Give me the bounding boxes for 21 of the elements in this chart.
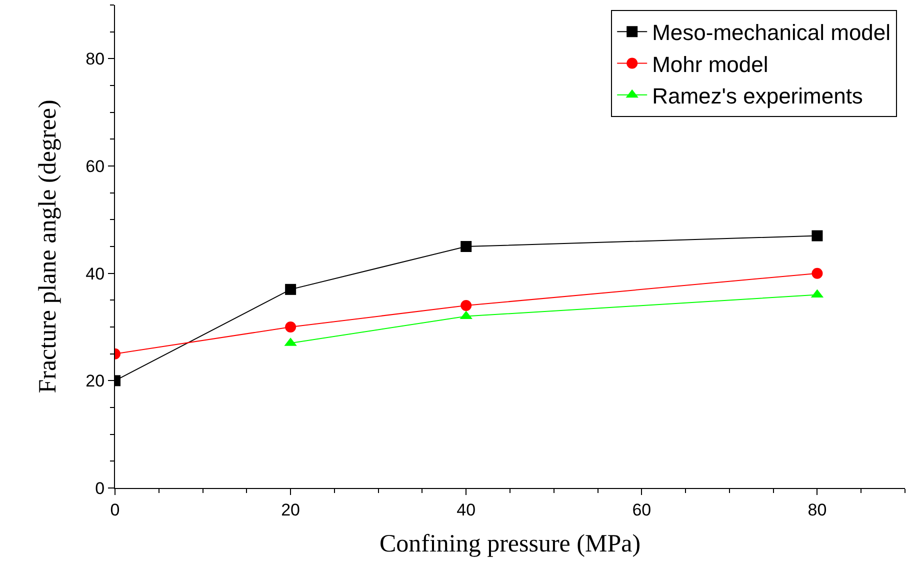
legend-label: Mohr model — [652, 52, 768, 77]
x-tick-label: 20 — [281, 500, 300, 520]
point — [460, 300, 472, 312]
x-tick-label: 60 — [632, 500, 652, 520]
y-tick-label: 20 — [86, 372, 105, 391]
y-tick-label: 40 — [86, 264, 105, 284]
y-tick-label: 0 — [95, 478, 105, 498]
point — [460, 241, 472, 252]
x-tick-label: 0 — [110, 500, 120, 520]
x-tick-label: 40 — [456, 500, 476, 520]
point — [285, 284, 296, 295]
y-tick-label: 80 — [86, 50, 105, 69]
point — [812, 230, 823, 242]
point — [285, 322, 296, 332]
point — [812, 268, 823, 279]
y-axis-title: Fracture plane angle (degree) — [34, 100, 62, 394]
y-tick-label: 60 — [86, 156, 105, 176]
legend-label: Ramez's experiments — [652, 83, 863, 108]
x-tick-label: 80 — [808, 500, 827, 520]
x-axis-title: Confining pressure (MPa) — [379, 530, 641, 558]
legend-label: Meso-mechanical model — [652, 20, 891, 46]
